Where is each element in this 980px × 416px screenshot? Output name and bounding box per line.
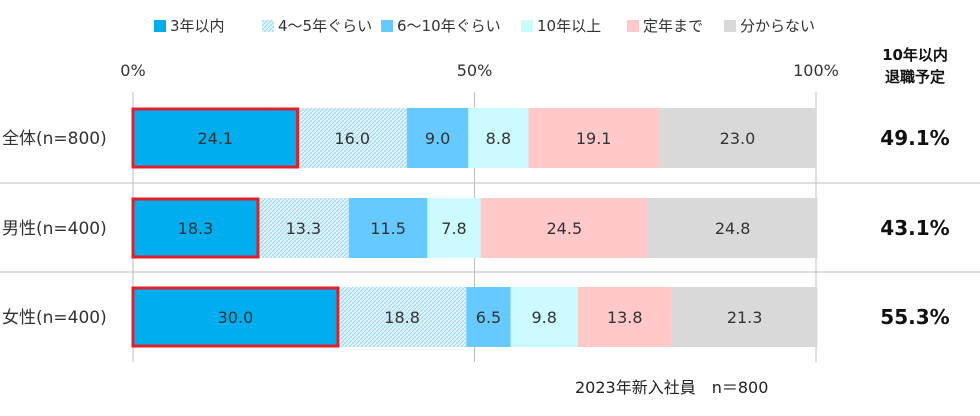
category-labels: 全体(n=800) 男性(n=400) 女性(n=400) <box>2 129 107 328</box>
legend-label: 定年まで <box>643 17 703 35</box>
footnote: 2023年新入社員 n＝800 <box>575 378 769 397</box>
bar-segment <box>297 108 407 168</box>
bar-value-label: 13.3 <box>286 219 322 238</box>
bar-segment <box>468 108 529 168</box>
side-column-header: 10年以内 退職予定 <box>860 44 970 88</box>
legend: 3年以内 4～5年ぐらい 6～10年ぐらい 10年以上 定年まで 分からない <box>154 17 815 35</box>
bar-value-label: 19.1 <box>576 129 612 148</box>
category-label: 女性(n=400) <box>2 308 107 328</box>
bar-segment <box>658 108 816 168</box>
side-value: 55.3% <box>880 305 949 329</box>
legend-swatch <box>381 20 393 32</box>
legend-swatch <box>154 20 166 32</box>
x-axis-ticks: 0% 50% 100% <box>120 61 839 80</box>
bar-value-label: 13.8 <box>607 308 643 327</box>
legend-label: 分からない <box>740 17 815 35</box>
bar-value-label: 24.5 <box>547 219 583 238</box>
x-tick-label: 0% <box>120 61 145 80</box>
bar-value-label: 11.5 <box>370 219 406 238</box>
bar-segment <box>577 287 672 347</box>
bar-value-label: 24.1 <box>197 129 233 148</box>
legend-label: 4～5年ぐらい <box>278 17 372 35</box>
legend-swatch <box>724 20 736 32</box>
legend-label: 3年以内 <box>170 17 225 35</box>
category-label: 男性(n=400) <box>2 219 107 239</box>
bar-segment <box>466 287 511 347</box>
bar-segment <box>647 198 818 258</box>
bar-segment <box>510 287 578 347</box>
category-label: 全体(n=800) <box>2 129 107 149</box>
legend-swatch <box>262 20 274 32</box>
bar-segment <box>427 198 481 258</box>
highlight-box <box>131 107 300 169</box>
bar-segment <box>257 198 349 258</box>
bar-segment <box>671 287 818 347</box>
legend-label: 10年以上 <box>537 17 601 35</box>
bar-segment <box>406 108 469 168</box>
bar-segment <box>348 198 428 258</box>
bar-value-label: 30.0 <box>218 308 254 327</box>
side-values: 49.1% 43.1% 55.3% <box>880 126 949 329</box>
x-tick-label: 50% <box>457 61 493 80</box>
bar-value-label: 18.8 <box>384 308 420 327</box>
bar-value-label: 16.0 <box>334 129 370 148</box>
bar-value-label: 21.3 <box>727 308 763 327</box>
bar-value-label: 8.8 <box>486 129 511 148</box>
legend-swatch <box>521 20 533 32</box>
legend-swatch <box>627 20 639 32</box>
highlight-box <box>131 286 340 348</box>
bar-value-label: 24.8 <box>715 219 751 238</box>
bar-value-label: 9.8 <box>531 308 556 327</box>
legend-label: 6～10年ぐらい <box>397 17 501 35</box>
side-header-line-1: 10年以内 <box>882 46 948 64</box>
bar-value-label: 23.0 <box>720 129 756 148</box>
bar-segment <box>133 198 258 258</box>
bar-segment <box>480 198 648 258</box>
bar-segment <box>133 108 298 168</box>
side-value: 49.1% <box>880 126 949 150</box>
bar-value-label: 18.3 <box>178 219 214 238</box>
bar-segment <box>528 108 659 168</box>
highlight-box <box>131 197 260 259</box>
bar-segment <box>133 287 338 347</box>
bar-value-label: 6.5 <box>476 308 501 327</box>
side-header-line-2: 退職予定 <box>884 68 945 86</box>
x-tick-label: 100% <box>793 61 839 80</box>
bar-value-label: 9.0 <box>425 129 450 148</box>
bar-value-label: 7.8 <box>441 219 466 238</box>
row-separators <box>0 182 980 273</box>
bar-segment <box>337 287 467 347</box>
side-value: 43.1% <box>880 216 949 240</box>
bars: 24.1 16.0 9.0 8.8 19.1 23.0 18.3 13.3 11.5 7.8 24.… <box>131 107 818 348</box>
